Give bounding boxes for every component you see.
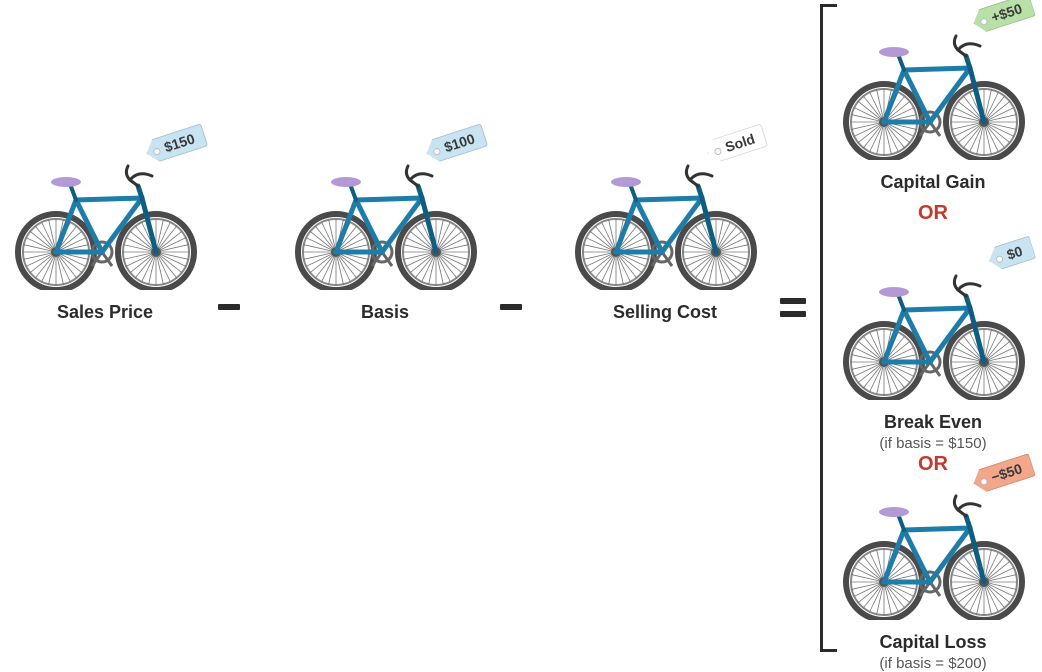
bicycle-icon	[838, 270, 1028, 400]
operator-minus	[500, 304, 522, 310]
term-out-1: $0 Break Even (if basis = $150)	[838, 270, 1028, 452]
price-tag: Sold	[703, 123, 768, 164]
bike-illustration: $100	[290, 160, 480, 290]
term-label: Capital Loss	[838, 632, 1028, 653]
bicycle-icon	[290, 160, 480, 290]
outcome-separator: OR	[918, 202, 948, 225]
term-sublabel: (if basis = $200)	[838, 655, 1028, 672]
outcome-separator: OR	[918, 453, 948, 476]
bicycle-icon	[10, 160, 200, 290]
bike-illustration: −$50	[838, 490, 1028, 620]
price-tag: −$50	[970, 453, 1036, 495]
outcome-bracket	[820, 4, 823, 652]
bike-illustration: $0	[838, 270, 1028, 400]
term-label: Break Even	[838, 412, 1028, 433]
term-eq-0: $150 Sales Price	[10, 160, 200, 323]
price-tag: $100	[423, 123, 489, 165]
term-label: Capital Gain	[838, 172, 1028, 193]
term-eq-2: Sold Selling Cost	[570, 160, 760, 323]
term-label: Basis	[290, 302, 480, 323]
operator-minus	[218, 304, 240, 310]
price-tag: $0	[986, 236, 1037, 273]
term-label: Sales Price	[10, 302, 200, 323]
term-label: Selling Cost	[570, 302, 760, 323]
bike-illustration: Sold	[570, 160, 760, 290]
bicycle-icon	[838, 30, 1028, 160]
bicycle-icon	[838, 490, 1028, 620]
term-out-0: +$50 Capital Gain	[838, 30, 1028, 193]
term-out-2: −$50 Capital Loss (if basis = $200)	[838, 490, 1028, 672]
price-tag: $150	[143, 123, 209, 165]
bike-illustration: +$50	[838, 30, 1028, 160]
bicycle-icon	[570, 160, 760, 290]
operator-equals	[780, 298, 806, 317]
bike-illustration: $150	[10, 160, 200, 290]
term-sublabel: (if basis = $150)	[838, 435, 1028, 452]
term-eq-1: $100 Basis	[290, 160, 480, 323]
